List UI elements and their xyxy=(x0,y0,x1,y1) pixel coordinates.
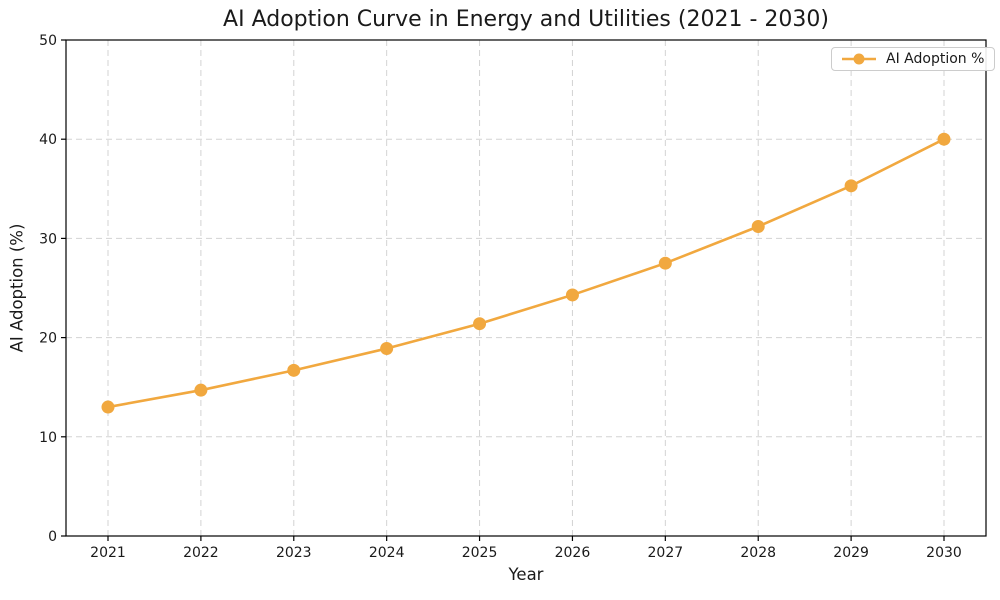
y-tick-label: 40 xyxy=(39,132,57,148)
x-tick-label: 2023 xyxy=(276,545,312,561)
data-point-marker xyxy=(380,342,394,356)
series-line xyxy=(106,137,946,409)
y-tick-label: 20 xyxy=(39,331,57,347)
data-point-marker xyxy=(194,383,208,397)
x-tick-label: 2029 xyxy=(833,545,869,561)
x-tick-label: 2027 xyxy=(648,545,684,561)
x-tick-label: 2025 xyxy=(462,545,498,561)
legend-line-marker-icon xyxy=(842,53,876,65)
data-point-marker xyxy=(658,256,672,270)
data-point-marker xyxy=(751,219,765,233)
data-point-marker xyxy=(473,317,487,331)
x-tick-label: 2022 xyxy=(183,545,219,561)
y-tick-label: 10 xyxy=(39,430,57,446)
data-point-marker xyxy=(287,363,301,377)
y-tick-label: 50 xyxy=(39,33,57,49)
y-axis-label: AI Adoption (%) xyxy=(7,223,27,353)
data-point-marker xyxy=(844,179,858,193)
axes-frame xyxy=(65,39,987,537)
data-point-marker xyxy=(565,288,579,302)
x-tick-label: 2024 xyxy=(369,545,405,561)
legend-label: AI Adoption % xyxy=(886,51,985,67)
data-point-marker xyxy=(937,132,951,146)
gridlines xyxy=(66,39,986,537)
x-axis-label: Year xyxy=(508,565,544,584)
legend: AI Adoption % xyxy=(831,47,996,71)
x-tick-label: 2021 xyxy=(90,545,126,561)
series-markers xyxy=(101,132,951,414)
y-tick-label: 30 xyxy=(39,231,57,247)
y-ticks: 0 10 20 30 40 50 xyxy=(39,33,66,545)
x-tick-label: 2026 xyxy=(555,545,591,561)
x-tick-label: 2030 xyxy=(926,545,962,561)
x-ticks: 2021 2022 2023 2024 2025 2026 2027 2028 2029 2030 xyxy=(90,536,962,561)
chart-title: AI Adoption Curve in Energy and Utilitie… xyxy=(223,7,829,32)
data-point-marker xyxy=(101,400,115,414)
legend-marker-swatch xyxy=(853,53,865,65)
y-tick-label: 0 xyxy=(48,529,57,545)
x-tick-label: 2028 xyxy=(740,545,776,561)
